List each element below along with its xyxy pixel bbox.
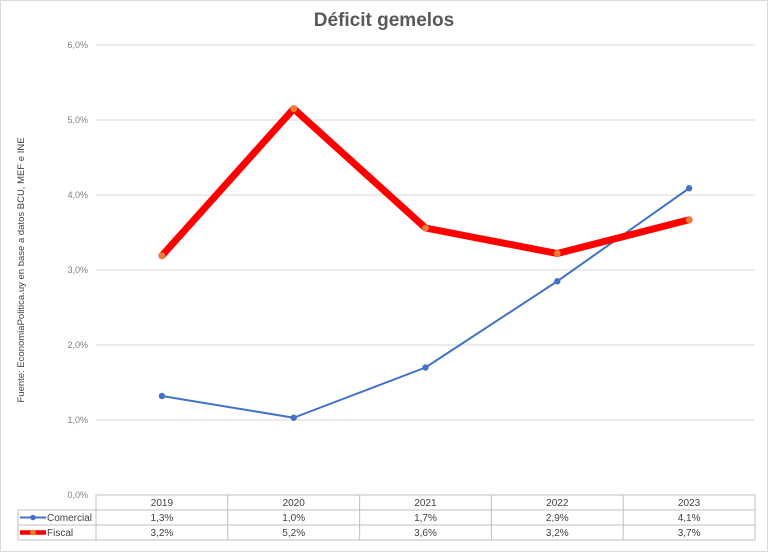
y-tick-label: 2,0% xyxy=(67,340,88,350)
y-tick-label: 4,0% xyxy=(67,190,88,200)
data-label: 3,2% xyxy=(151,528,174,539)
data-point-comercial xyxy=(422,364,429,371)
data-label: 4,1% xyxy=(678,513,701,524)
data-table: 2019 2020 2021 2022 2023 Comercial 1,3% 1,0% 1,7… xyxy=(17,494,756,541)
series-layer xyxy=(158,105,693,421)
x-category-label: 2020 xyxy=(283,498,306,509)
x-category-label: 2021 xyxy=(414,498,437,509)
chart-title: Déficit gemelos xyxy=(314,10,454,31)
data-label: 1,0% xyxy=(282,513,305,524)
legend-key-marker xyxy=(30,529,36,536)
y-tick-label: 6,0% xyxy=(67,40,88,50)
x-category-label: 2023 xyxy=(678,498,701,509)
y-tick-label: 0,0% xyxy=(67,490,88,500)
data-label: 3,7% xyxy=(678,528,701,539)
y-tick-label: 3,0% xyxy=(67,265,88,275)
data-point-fiscal xyxy=(422,224,429,232)
data-label: 5,2% xyxy=(282,528,305,539)
data-point-fiscal xyxy=(290,105,298,113)
data-label: 1,7% xyxy=(414,513,437,524)
y-tick-label: 1,0% xyxy=(67,415,88,425)
data-point-fiscal xyxy=(553,250,561,257)
data-point-comercial xyxy=(158,392,166,400)
legend-label: Fiscal xyxy=(47,528,73,539)
data-point-comercial xyxy=(685,185,693,192)
data-point-comercial xyxy=(554,278,561,285)
x-category-label: 2022 xyxy=(546,498,569,509)
x-category-label: 2019 xyxy=(151,498,174,509)
legend-key-marker xyxy=(30,514,36,521)
data-label: 1,3% xyxy=(151,513,174,524)
data-label: 3,6% xyxy=(414,528,437,539)
gridlines xyxy=(96,44,755,496)
data-label: 3,2% xyxy=(546,528,569,539)
data-point-comercial xyxy=(290,414,297,421)
legend-label: Comercial xyxy=(47,513,92,524)
data-label: 2,9% xyxy=(546,513,569,524)
y-axis: 0,0% 1,0% 2,0% 3,0% 4,0% 5,0% 6,0% xyxy=(67,40,88,500)
y-tick-label: 5,0% xyxy=(67,115,88,125)
data-point-fiscal xyxy=(685,216,693,224)
source-note: Fuente: EconomiaPolitica.uy en base a da… xyxy=(16,137,27,402)
data-point-fiscal xyxy=(158,252,166,260)
